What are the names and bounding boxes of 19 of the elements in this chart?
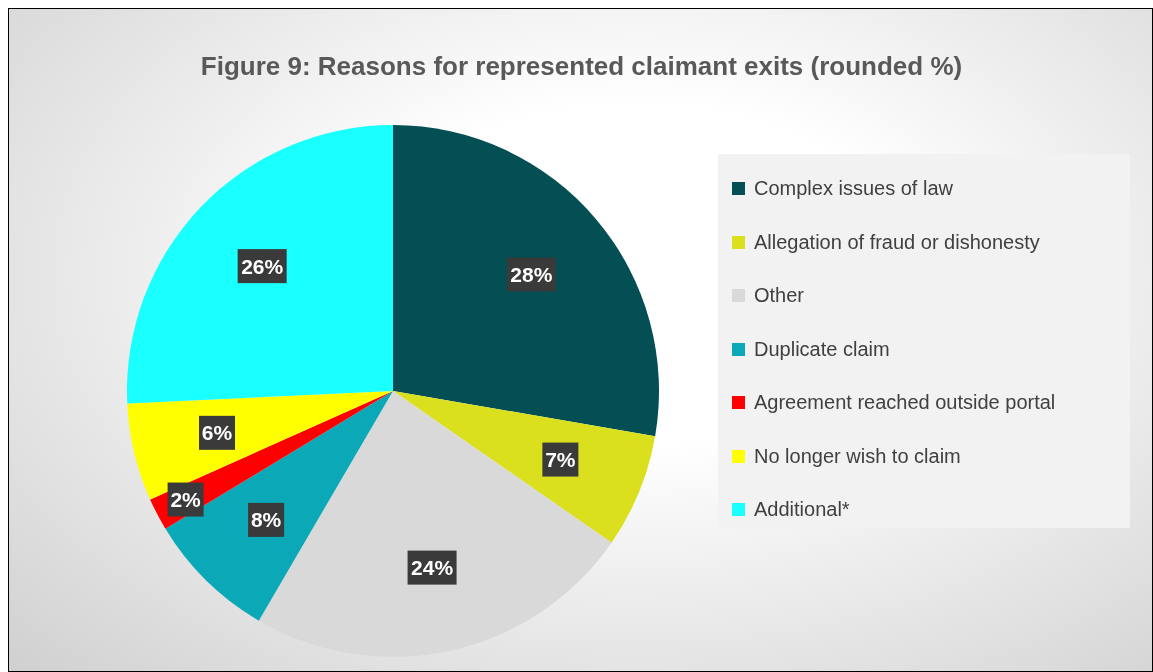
- data-label: 6%: [201, 421, 233, 445]
- legend-label: Agreement reached outside portal: [754, 391, 1056, 415]
- legend-label: Additional*: [754, 498, 850, 522]
- data-label: 2%: [170, 488, 202, 512]
- legend-label: No longer wish to claim: [754, 444, 961, 468]
- data-label: 24%: [411, 556, 454, 580]
- data-label: 28%: [510, 262, 553, 286]
- pie-slice: [393, 125, 659, 437]
- data-label: 8%: [250, 508, 282, 532]
- data-label: 26%: [241, 254, 284, 278]
- chart-title: Figure 9: Reasons for represented claimant exits (rounded %): [199, 51, 964, 82]
- legend-label: Other: [754, 284, 805, 308]
- legend-label: Complex issues of law: [754, 177, 953, 201]
- data-label: 7%: [545, 448, 576, 472]
- pie-slice: [393, 391, 656, 543]
- legend-label: Allegation of fraud or dishonesty: [754, 230, 1040, 254]
- pie-slice: [127, 125, 393, 404]
- pie-slice: [165, 391, 393, 621]
- legend-label: Duplicate claim: [754, 337, 890, 361]
